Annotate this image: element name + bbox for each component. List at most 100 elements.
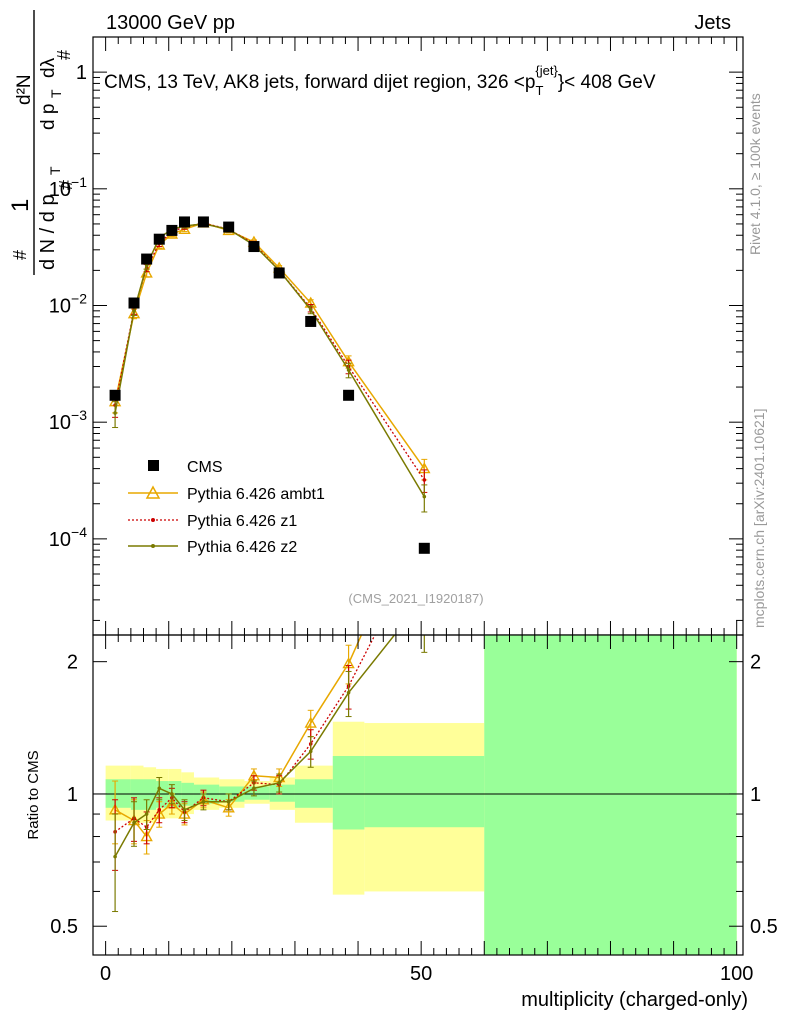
main-point-3-12 bbox=[422, 494, 427, 499]
main-ytick-exp: −2 bbox=[71, 290, 87, 306]
legend-label-z2: Pythia 6.426 z2 bbox=[187, 539, 297, 556]
x-tick-label: 100 bbox=[720, 963, 753, 985]
cms-point-3 bbox=[153, 233, 165, 245]
cms-point-10 bbox=[305, 315, 317, 327]
main-ytick-label: 1 bbox=[76, 62, 87, 84]
ratio-ytick-label-right: 2 bbox=[750, 652, 761, 674]
x-tick-label: 0 bbox=[100, 963, 111, 985]
ratio-point-2-9 bbox=[277, 781, 281, 785]
cms-point-9 bbox=[273, 267, 285, 279]
ratio-point-1-3 bbox=[157, 808, 162, 812]
ratio-ytick-label-left: 1 bbox=[67, 784, 78, 806]
ratio-ytick-label-left: 0.5 bbox=[50, 916, 78, 938]
ratio-ytick-label-right: 0.5 bbox=[750, 916, 778, 938]
ylabel-den: d N / d p bbox=[37, 194, 59, 270]
title-post: }< 408 GeV bbox=[558, 72, 656, 93]
side-label-site: mcplots.cern.ch [arXiv:2401.10621] bbox=[751, 409, 767, 628]
band-green-9 bbox=[269, 784, 295, 802]
band-green-2 bbox=[143, 779, 157, 810]
x-ticks: 0 50 100 bbox=[100, 37, 753, 985]
main-ytick-label: 10−4 bbox=[49, 524, 87, 551]
ylabel-num-den-sub: T bbox=[48, 89, 64, 98]
ratio-point-2-1 bbox=[132, 820, 136, 825]
ratio-point-2-0 bbox=[113, 854, 117, 859]
cms-point-0 bbox=[109, 389, 121, 401]
band-green-12 bbox=[364, 755, 485, 828]
main-ytick-exp: −1 bbox=[71, 174, 87, 190]
ylabel-hash-1: # bbox=[10, 250, 30, 260]
legend-marker-cms bbox=[148, 460, 159, 471]
main-ytick-base: 10 bbox=[49, 529, 71, 551]
x-axis-label: multiplicity (charged-only) bbox=[521, 989, 748, 1011]
header-left: 13000 GeV pp bbox=[106, 12, 235, 34]
band-green-8 bbox=[244, 786, 270, 800]
main-point-3-1 bbox=[132, 309, 136, 313]
ratio-point-2-5 bbox=[182, 808, 187, 812]
main-point-2-12 bbox=[422, 478, 427, 482]
main-title: CMS, 13 TeV, AK8 jets, forward dijet reg… bbox=[104, 63, 656, 98]
legend-label-ambt1: Pythia 6.426 ambt1 bbox=[187, 486, 325, 503]
main-point-3-0 bbox=[113, 411, 117, 415]
legend-label-z1: Pythia 6.426 z1 bbox=[187, 513, 297, 530]
ratio-point-0-10 bbox=[304, 716, 317, 728]
ratio-y-ticks: 0.5 0.5 1 1 2 2 bbox=[50, 652, 778, 939]
main-ytick-label: 10−2 bbox=[49, 290, 87, 317]
ratio-point-2-7 bbox=[226, 799, 231, 804]
main-y-ticks: 10−410−310−210−11 bbox=[49, 36, 743, 621]
legend-marker-z1 bbox=[151, 518, 155, 522]
cms-point-5 bbox=[179, 216, 191, 228]
title-sub: T bbox=[535, 83, 543, 98]
side-label-rivet: Rivet 4.1.0, ≥ 100k events bbox=[747, 93, 763, 255]
cms-point-8 bbox=[248, 241, 260, 253]
main-ytick-exp: −3 bbox=[71, 407, 87, 423]
main-y-axis-label: # 1 d N / d p T # d²N d p T dλ # bbox=[7, 10, 76, 275]
ylabel-num-den: d p bbox=[38, 104, 59, 130]
legend-marker-z2 bbox=[151, 544, 155, 548]
cms-point-4 bbox=[166, 224, 178, 236]
cms-point-7 bbox=[223, 221, 235, 233]
header-right: Jets bbox=[694, 12, 731, 34]
main-ytick-base: 10 bbox=[49, 412, 71, 434]
main-point-3-2 bbox=[144, 263, 149, 268]
cms-point-12 bbox=[418, 542, 430, 554]
legend-label-cms: CMS bbox=[187, 459, 223, 476]
ratio-ytick-label-left: 2 bbox=[67, 652, 78, 674]
ratio-series bbox=[108, 635, 428, 913]
cms-point-11 bbox=[343, 389, 355, 401]
main-ytick-base: 10 bbox=[49, 295, 71, 317]
main-ytick-label: 10−1 bbox=[49, 174, 87, 201]
main-plot: 10−410−310−210−11 bbox=[49, 36, 744, 636]
cms-point-1 bbox=[128, 297, 140, 309]
ylabel-num-den-tail: dλ bbox=[38, 57, 59, 78]
cms-point-2 bbox=[141, 253, 153, 265]
ratio-y-axis-label: Ratio to CMS bbox=[25, 750, 42, 839]
ylabel-hash-3: # bbox=[54, 50, 74, 60]
ylabel-den-sub: T bbox=[47, 166, 63, 175]
ratio-point-2-10 bbox=[308, 749, 313, 754]
main-ytick-base: 1 bbox=[76, 62, 87, 84]
ratio-point-2-2 bbox=[144, 812, 149, 816]
main-point-3-11 bbox=[346, 368, 351, 372]
title-pre: CMS, 13 TeV, AK8 jets, forward dijet reg… bbox=[104, 72, 535, 93]
legend: CMS Pythia 6.426 ambt1 Pythia 6.426 z1 P… bbox=[128, 459, 325, 556]
ratio-plot: 0 50 100 0.5 0.5 1 1 2 2 bbox=[50, 37, 778, 985]
legend-marker-ambt1 bbox=[145, 485, 161, 499]
ratio-point-2-8 bbox=[252, 786, 256, 791]
band-green-1 bbox=[130, 779, 144, 810]
main-series bbox=[108, 216, 431, 554]
ratio-point-2-6 bbox=[201, 799, 206, 804]
ratio-frame bbox=[92, 634, 744, 956]
title-sup: {jet} bbox=[535, 63, 558, 78]
main-line-3 bbox=[114, 223, 425, 498]
main-point-3-10 bbox=[308, 307, 313, 312]
band-green-13 bbox=[484, 635, 737, 955]
main-point-1-1 bbox=[127, 307, 141, 319]
ratio-ytick-label-right: 1 bbox=[750, 784, 761, 806]
main-ytick-base: 10 bbox=[49, 179, 71, 201]
main-ytick-exp: −4 bbox=[71, 524, 87, 540]
ylabel-one: 1 bbox=[7, 199, 34, 212]
cms-point-6 bbox=[197, 216, 209, 228]
watermark: (CMS_2021_I1920187) bbox=[348, 591, 483, 606]
ylabel-hash-2: # bbox=[56, 180, 76, 190]
